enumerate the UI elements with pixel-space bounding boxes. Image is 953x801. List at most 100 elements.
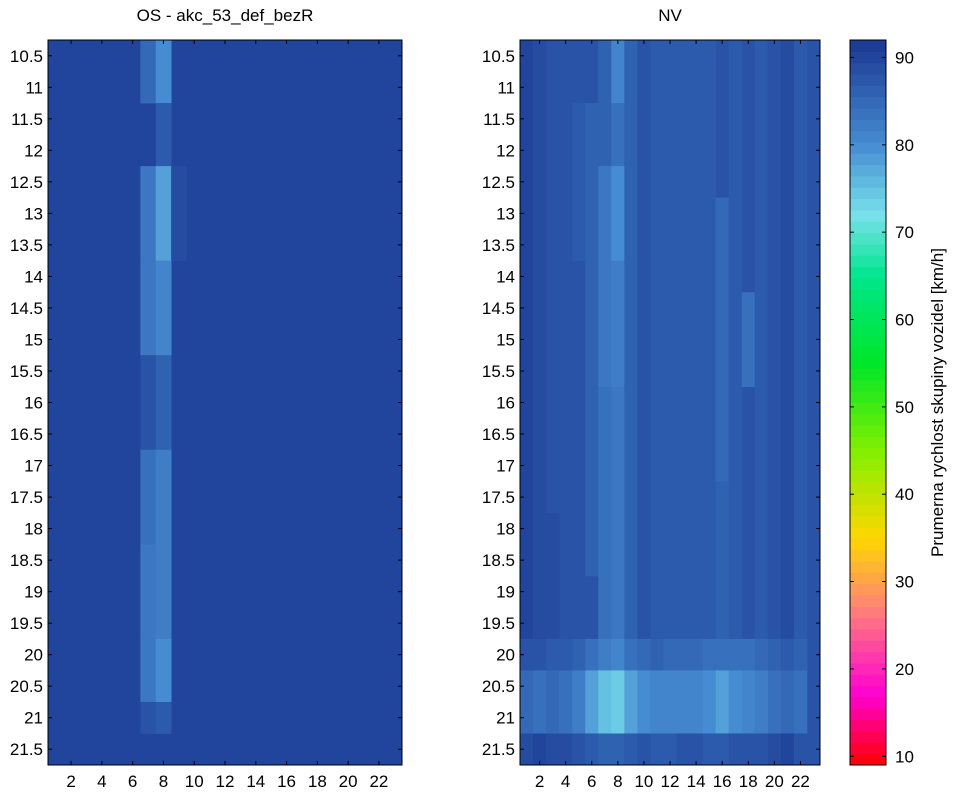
heatmap-1-cell: [624, 670, 638, 734]
y-tick-label: 20.5: [10, 677, 43, 696]
colorbar-frame: [849, 39, 887, 766]
heatmap-1-cell: [572, 733, 586, 766]
heatmap-1-cell: [637, 670, 651, 734]
x-tick-label: 10: [185, 772, 204, 791]
heatmap-1-cell: [559, 670, 573, 734]
colorbar-band: [850, 85, 886, 98]
heatmap-1-cell: [559, 733, 573, 766]
y-tick-label: 13.5: [10, 236, 43, 255]
heatmap-1-cell: [689, 670, 704, 734]
heatmap-1-cell: [637, 638, 651, 671]
x-tick-label: 22: [369, 772, 388, 791]
colorbar-band: [850, 402, 886, 415]
y-tick-label: 15.5: [482, 362, 515, 381]
x-tick-label: 4: [97, 772, 106, 791]
heatmap-1-cell: [702, 670, 717, 734]
x-tick-label: 4: [561, 772, 570, 791]
colorbar-band: [850, 651, 886, 664]
heatmap-1-cell: [533, 638, 547, 671]
y-tick-label: 19: [24, 583, 43, 602]
heatmap-1-cell: [559, 638, 573, 671]
heatmap-1-cell: [546, 733, 560, 766]
colorbar-band: [850, 368, 886, 381]
heatmap-1-cell: [702, 40, 717, 640]
y-tick-label: 18: [24, 520, 43, 539]
heatmap-1-cell: [520, 638, 534, 671]
heatmap-1-cell: [767, 670, 782, 734]
heatmap-0-cell: [155, 449, 172, 545]
colorbar-band: [850, 266, 886, 279]
y-tick-label: 18.5: [10, 551, 43, 570]
colorbar-band: [850, 130, 886, 143]
heatmap-1-cell: [598, 638, 612, 671]
heatmap-1-cell: [689, 638, 704, 671]
y-tick-label: 17.5: [482, 488, 515, 507]
heatmap-0-cell: [155, 638, 172, 703]
y-tick-label: 17.5: [10, 488, 43, 507]
heatmap-0-cell: [155, 701, 172, 734]
heatmap-1-cell: [676, 40, 690, 640]
y-tick-label: 11.5: [483, 110, 515, 129]
heatmap-1-cell: [533, 733, 547, 766]
colorbar-band: [850, 255, 886, 268]
heatmap-1-cell: [650, 638, 664, 671]
y-tick-label: 15: [496, 330, 515, 349]
heatmap-1-cell: [793, 670, 808, 734]
heatmap-1-cell: [598, 40, 612, 167]
x-tick-label: 16: [277, 772, 296, 791]
y-tick-label: 12: [496, 141, 515, 160]
heatmap-1-cell: [780, 638, 795, 671]
y-tick-label: 12.5: [482, 173, 515, 192]
heatmap-1-cell: [767, 40, 782, 640]
heatmap-1-cell: [741, 638, 756, 671]
y-tick-label: 20: [496, 646, 515, 665]
heatmap-0-cell: [171, 166, 187, 262]
colorbar-tick-label: 30: [895, 573, 914, 592]
heatmap-1-cell: [585, 638, 599, 671]
y-tick-label: 20.5: [482, 677, 515, 696]
heatmap-1-cell: [650, 733, 664, 766]
colorbar-band: [850, 289, 886, 302]
x-tick-label: 12: [216, 772, 235, 791]
x-tick-label: 18: [308, 772, 327, 791]
heatmap-1-cell: [611, 103, 625, 167]
heatmap-1-cell: [598, 670, 612, 734]
heatmap-1-cell: [585, 670, 599, 734]
heatmap-1-cell: [611, 166, 625, 262]
colorbar-band: [850, 209, 886, 222]
x-tick-label: 14: [687, 772, 706, 791]
colorbar-band: [850, 606, 886, 619]
heatmap-1-cell: [585, 103, 599, 577]
y-tick-label: 21.5: [482, 740, 515, 759]
x-tick-label: 20: [765, 772, 784, 791]
colorbar-band: [850, 697, 886, 709]
colorbar-band: [850, 742, 886, 755]
heatmap-1-cell: [689, 733, 704, 766]
heatmap-0-cell: [155, 544, 172, 640]
heatmap-1-cell: [598, 733, 612, 766]
heatmap-1-cell: [780, 733, 795, 766]
left-panel-title: OS - akc_53_def_bezR: [136, 6, 314, 25]
heatmap-1-cell: [611, 40, 625, 104]
heatmap-1-cell: [728, 40, 743, 640]
heatmap-1-cell: [715, 733, 730, 766]
colorbar-band: [850, 685, 886, 698]
colorbar-band: [850, 40, 886, 52]
colorbar-band: [850, 470, 886, 483]
heatmap-1-cell: [741, 670, 756, 734]
y-tick-label: 13: [496, 204, 515, 223]
heatmap-1-cell: [572, 638, 586, 671]
y-tick-label: 18: [496, 520, 515, 539]
colorbar-band: [850, 221, 886, 234]
y-tick-label: 21.5: [10, 740, 43, 759]
heatmap-1-cell: [611, 670, 625, 734]
y-tick-label: 16: [24, 394, 43, 413]
heatmap-1-cell: [741, 292, 756, 388]
colorbar-band: [850, 549, 886, 562]
colorbar-band: [850, 504, 886, 517]
colorbar-band: [850, 198, 886, 211]
colorbar-band: [850, 595, 886, 607]
heatmap-1-cell: [767, 733, 782, 766]
colorbar-band: [850, 436, 886, 449]
heatmap-1-cell: [611, 260, 625, 388]
